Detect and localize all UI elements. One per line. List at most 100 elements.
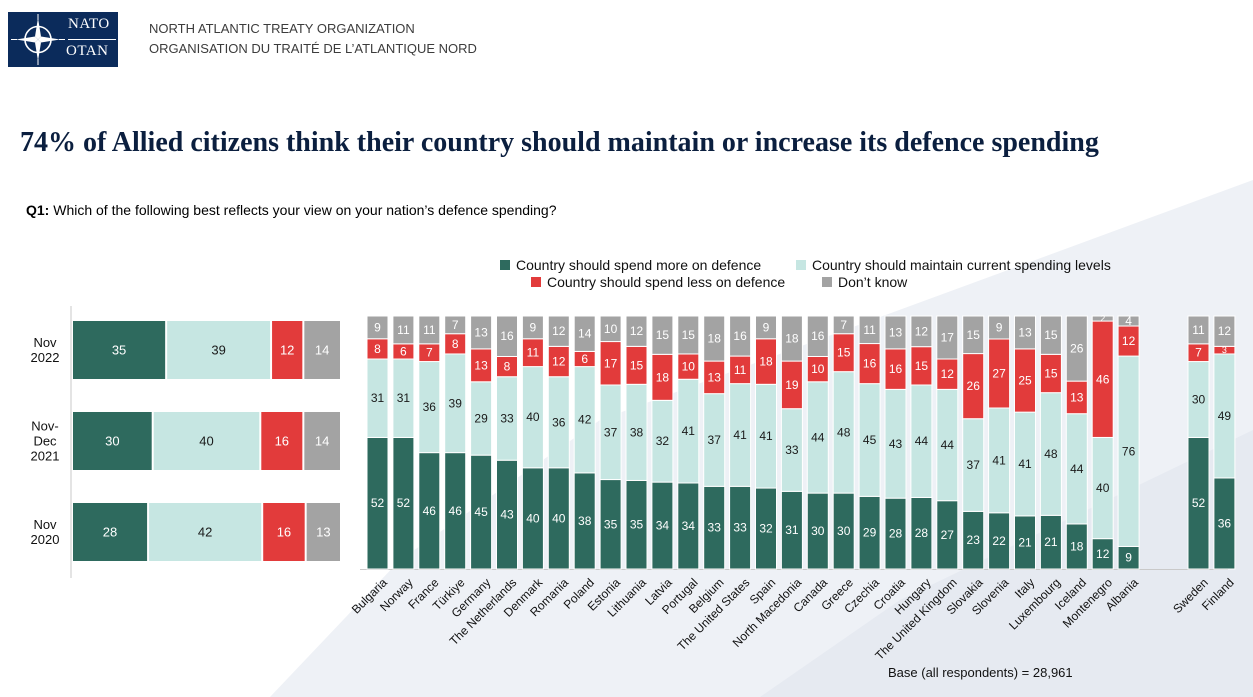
v-data-label: 42 [578, 413, 592, 427]
v-data-label: 34 [656, 519, 670, 533]
question-body: Which of the following best reflects you… [53, 202, 557, 218]
v-data-label: 44 [1070, 462, 1084, 476]
v-bar-dont-know [573, 315, 596, 352]
legend-swatch-maintain [796, 260, 806, 270]
v-data-label: 11 [734, 363, 747, 377]
v-data-label: 12 [1096, 547, 1110, 561]
v-data-label: 45 [474, 505, 488, 519]
v-data-label: 44 [915, 434, 929, 448]
h-bar-more [73, 412, 152, 470]
v-data-label: 29 [863, 526, 877, 540]
h-bar-maintain [149, 503, 262, 561]
logo-word-otan: OTAN [66, 43, 109, 59]
v-data-label: 26 [1070, 342, 1084, 356]
v-data-label: 25 [1018, 374, 1032, 388]
legend-label-dont-know: Don’t know [838, 274, 908, 290]
v-bar-dont-know [366, 315, 389, 340]
v-data-label: 15 [656, 328, 670, 342]
v-data-label: 10 [682, 360, 696, 374]
v-data-label: 41 [733, 428, 747, 442]
h-data-label: 14 [315, 434, 329, 449]
h-data-label: 16 [275, 434, 289, 449]
v-bar-dont-know [599, 315, 622, 343]
v-data-label: 11 [863, 323, 876, 337]
v-bar-dont-know [470, 315, 493, 350]
v-data-label: 44 [941, 438, 955, 452]
v-data-label: 40 [526, 410, 540, 424]
v-data-label: 12 [1218, 324, 1232, 338]
v-data-label: 15 [1044, 367, 1058, 381]
v-data-label: 21 [1044, 535, 1058, 549]
v-data-label: 39 [449, 396, 463, 410]
v-data-label: 23 [967, 533, 981, 547]
page-header: NATO OTAN NORTH ATLANTIC TREATY ORGANIZA… [0, 0, 1253, 75]
v-bar-dont-know [418, 315, 441, 345]
v-data-label: 16 [733, 329, 747, 343]
v-data-label: 10 [604, 322, 618, 336]
v-data-label: 52 [397, 496, 411, 510]
v-bar-dont-know [884, 315, 907, 350]
v-bar-dont-know [1065, 315, 1088, 382]
h-bar-dont-know [306, 503, 340, 561]
v-data-label: 44 [811, 430, 825, 444]
v-data-label: 11 [1192, 323, 1205, 337]
v-data-label: 31 [397, 391, 411, 405]
v-bar-dont-know [832, 315, 855, 335]
v-data-label: 21 [1018, 535, 1032, 549]
v-bar-dont-know [936, 315, 959, 360]
v-data-label: 19 [785, 378, 799, 392]
v-data-label: 43 [500, 508, 514, 522]
v-data-label: 15 [915, 359, 929, 373]
v-data-label: 3 [1222, 345, 1227, 355]
h-bar-more [73, 321, 166, 379]
v-data-label: 18 [759, 355, 773, 369]
v-bar-dont-know [988, 315, 1011, 340]
h-category-label: 2020 [31, 532, 60, 547]
v-bar-dont-know [1117, 315, 1140, 327]
v-bar-dont-know [1091, 315, 1114, 322]
v-data-label: 15 [967, 328, 981, 342]
v-data-label: 13 [1018, 325, 1032, 339]
v-data-label: 7 [840, 318, 847, 332]
v-data-label: 26 [967, 379, 981, 393]
v-bar-dont-know [780, 315, 803, 362]
h-bar-maintain [153, 412, 260, 470]
h-data-label: 13 [316, 525, 330, 540]
v-data-label: 52 [1192, 496, 1206, 510]
v-data-label: 46 [423, 504, 437, 518]
legend-swatch-dont-know [822, 277, 832, 287]
v-data-label: 30 [1192, 392, 1206, 406]
v-data-label: 37 [604, 425, 618, 439]
h-bar-dont-know [304, 321, 340, 379]
v-bar-dont-know [444, 315, 467, 335]
v-bar-dont-know [625, 315, 648, 347]
v-data-label: 40 [526, 511, 540, 525]
legend-swatch-more [500, 260, 510, 270]
v-data-label: 14 [578, 327, 592, 341]
v-data-label: 29 [474, 411, 488, 425]
v-data-label: 37 [708, 433, 722, 447]
v-data-label: 46 [1096, 372, 1110, 386]
v-data-label: 9 [763, 320, 770, 334]
v-data-label: 28 [889, 527, 903, 541]
h-category-label: Nov [33, 517, 57, 532]
legend-label-more: Country should spend more on defence [516, 257, 762, 273]
v-data-label: 7 [452, 318, 459, 332]
v-data-label: 6 [400, 344, 407, 358]
v-data-label: 18 [785, 332, 799, 346]
base-note: Base (all respondents) = 28,961 [888, 665, 1073, 680]
page-title: 74% of Allied citizens think their count… [20, 127, 1099, 158]
v-data-label: 12 [552, 324, 566, 338]
v-data-label: 9 [530, 320, 537, 334]
legend-label-less: Country should spend less on defence [547, 274, 786, 290]
h-bar-less [261, 412, 303, 470]
v-data-label: 52 [371, 496, 385, 510]
h-category-label: Nov- [31, 419, 58, 434]
v-bar-dont-know [703, 315, 726, 362]
h-category-label: 2021 [31, 449, 60, 464]
v-data-label: 8 [374, 342, 381, 356]
v-data-label: 16 [500, 329, 514, 343]
nato-logo: NATO OTAN [8, 12, 118, 67]
logo-word-nato: NATO [68, 16, 110, 32]
